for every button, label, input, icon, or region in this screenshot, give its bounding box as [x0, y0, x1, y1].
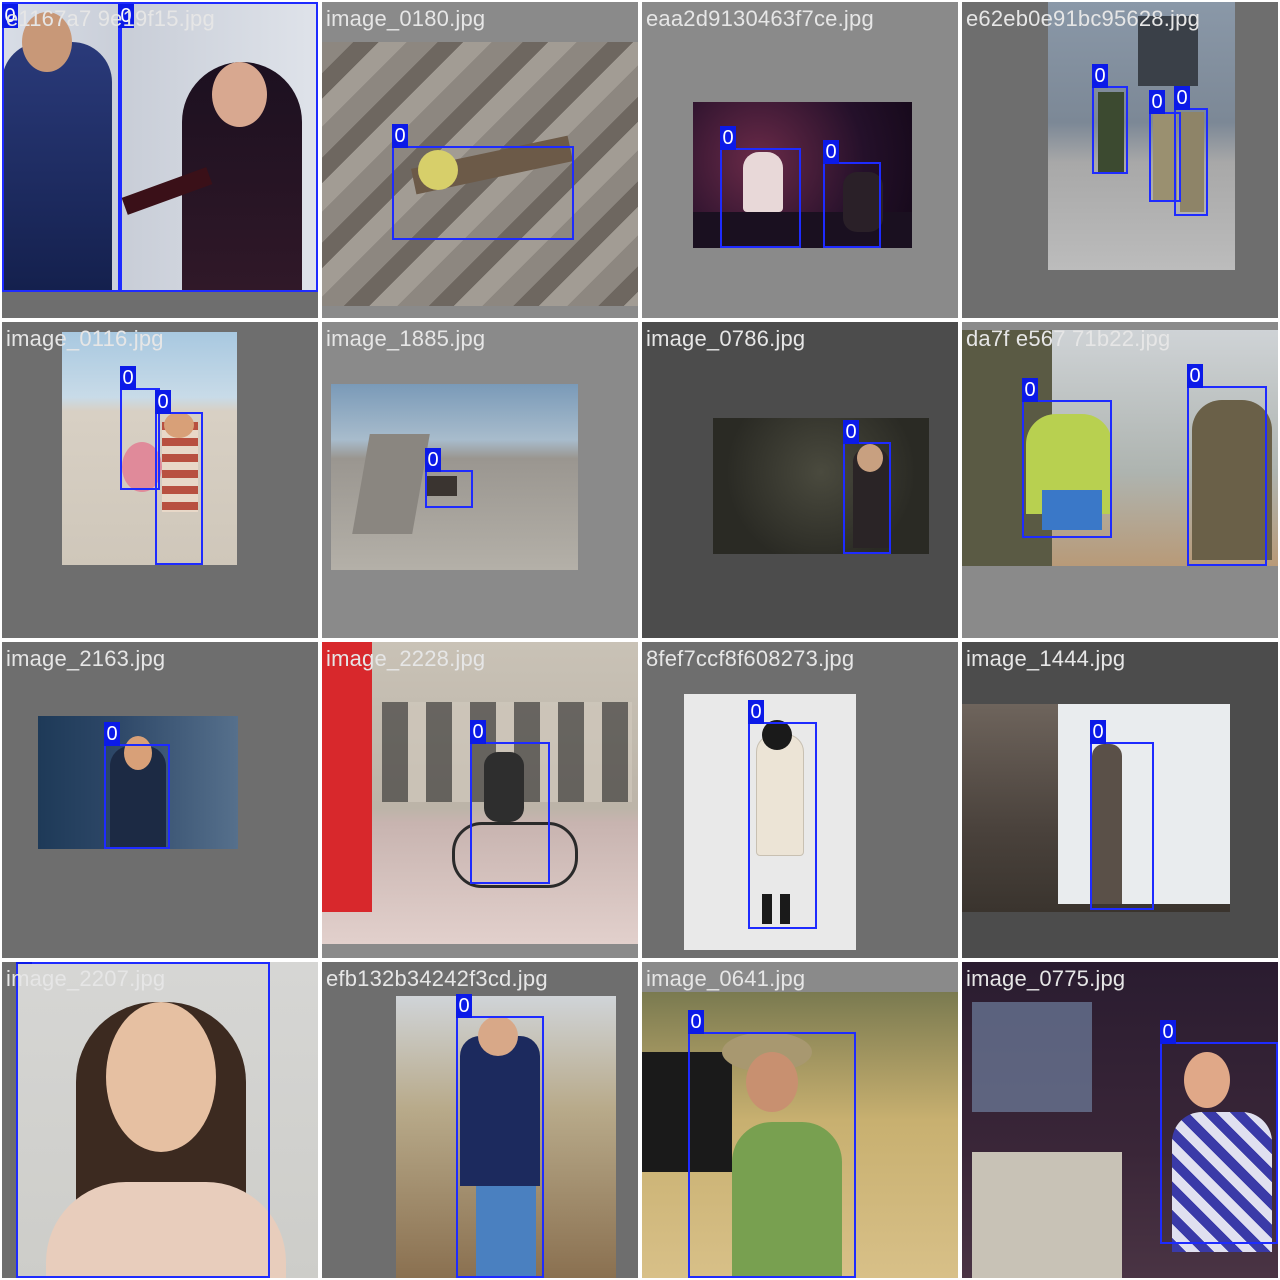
tile-6: image_1885.jpg 0 [322, 322, 638, 638]
tile-14: efb132b34242f3cd.jpg 0 [322, 962, 638, 1278]
tile-16: image_0775.jpg 0 [962, 962, 1278, 1278]
bbox-label: 0 [120, 366, 136, 390]
bbox: 0 [688, 1010, 856, 1278]
tile-14-photo [396, 996, 616, 1278]
tile-filename: image_2163.jpg [6, 646, 166, 671]
tile-filename: e1167a7 9e19f15.jpg [6, 6, 215, 31]
tile-4-photo [1048, 2, 1235, 270]
tile-2-photo [322, 42, 638, 306]
bbox: 0 [843, 420, 891, 554]
tile-13: image_2207.jpg 0 [2, 962, 318, 1278]
bbox-label: 0 [688, 1010, 704, 1034]
tile-13-photo [16, 962, 318, 1278]
bbox-label: 0 [843, 420, 859, 444]
bbox: 0 [1090, 720, 1154, 910]
tile-11-photo [684, 694, 856, 950]
tile-10: image_2228.jpg 0 [322, 642, 638, 958]
tile-5: image_0116.jpg 0 0 [2, 322, 318, 638]
tile-9-photo [38, 716, 238, 849]
tile-12: image_1444.jpg 0 [962, 642, 1278, 958]
bbox-label: 0 [16, 962, 32, 964]
bbox-label: 0 [1022, 378, 1038, 402]
tile-5-photo [62, 332, 237, 565]
tile-16-photo [962, 962, 1278, 1278]
tile-filename: image_0641.jpg [646, 966, 806, 991]
tile-10-photo [322, 642, 638, 944]
tile-7: image_0786.jpg 0 [642, 322, 958, 638]
bbox: 0 [120, 366, 160, 490]
tile-6-photo [331, 384, 578, 570]
tile-2: image_0180.jpg 0 [322, 2, 638, 318]
tile-4: e62eb0e91bc95628.jpg 0 0 0 [962, 2, 1278, 318]
tile-filename: da7f e567 71b22.jpg [966, 326, 1171, 351]
bbox-label: 0 [823, 140, 839, 164]
bbox: 0 [456, 994, 544, 1278]
tile-filename: image_2207.jpg [6, 966, 166, 991]
bbox: 0 [748, 700, 817, 929]
tile-filename: image_0786.jpg [646, 326, 806, 351]
tile-1-photo [2, 2, 318, 292]
bbox-label: 0 [456, 994, 472, 1018]
tile-filename: eaa2d9130463f7ce.jpg [646, 6, 874, 31]
tile-filename: image_2228.jpg [326, 646, 486, 671]
bbox-label: 0 [470, 720, 486, 744]
tile-filename: image_1444.jpg [966, 646, 1126, 671]
bbox: 0 [1022, 378, 1112, 538]
bbox: 0 [1092, 64, 1128, 174]
bbox: 0 [392, 124, 574, 240]
bbox: 0 [470, 720, 550, 884]
tile-8-photo [962, 330, 1278, 566]
tile-filename: 8fef7ccf8f608273.jpg [646, 646, 855, 671]
bbox: 0 [2, 2, 122, 292]
bbox: 0 [1160, 1020, 1278, 1244]
bbox-label: 0 [1174, 86, 1190, 110]
bbox: 0 [16, 962, 270, 1278]
bbox-label: 0 [748, 700, 764, 724]
tile-7-photo [713, 418, 929, 554]
bbox-label: 0 [118, 4, 134, 28]
tile-filename: image_1885.jpg [326, 326, 486, 351]
tile-15-photo [642, 992, 958, 1278]
bbox: 0 [1149, 90, 1181, 202]
tile-8: da7f e567 71b22.jpg 0 0 [962, 322, 1278, 638]
bbox-label: 0 [2, 4, 18, 28]
bbox-label: 0 [1149, 90, 1165, 114]
tile-3: eaa2d9130463f7ce.jpg 0 0 [642, 2, 958, 318]
tile-filename: e62eb0e91bc95628.jpg [966, 6, 1201, 31]
tile-filename: image_0180.jpg [326, 6, 486, 31]
bbox-label: 0 [1092, 64, 1108, 88]
tile-filename: image_0775.jpg [966, 966, 1126, 991]
bbox-label: 0 [392, 124, 408, 148]
bbox: 0 [104, 722, 170, 849]
tile-filename: efb132b34242f3cd.jpg [326, 966, 548, 991]
bbox-label: 0 [155, 390, 171, 414]
bbox: 0 [1187, 364, 1267, 566]
bbox-label: 0 [104, 722, 120, 746]
bbox: 0 [118, 2, 318, 292]
bbox: 0 [425, 448, 473, 508]
bbox: 0 [720, 126, 801, 248]
bbox-label: 0 [1160, 1020, 1176, 1044]
bbox: 0 [155, 390, 203, 565]
tile-9: image_2163.jpg 0 [2, 642, 318, 958]
bbox: 0 [1174, 86, 1208, 216]
bbox-label: 0 [1090, 720, 1106, 744]
tile-15: image_0641.jpg 0 [642, 962, 958, 1278]
tile-1: e1167a7 9e19f15.jpg 0 0 [2, 2, 318, 318]
bbox: 0 [823, 140, 881, 248]
bbox-label: 0 [1187, 364, 1203, 388]
bbox-label: 0 [425, 448, 441, 472]
bbox-label: 0 [720, 126, 736, 150]
tile-filename: image_0116.jpg [6, 326, 164, 351]
tile-11: 8fef7ccf8f608273.jpg 0 [642, 642, 958, 958]
